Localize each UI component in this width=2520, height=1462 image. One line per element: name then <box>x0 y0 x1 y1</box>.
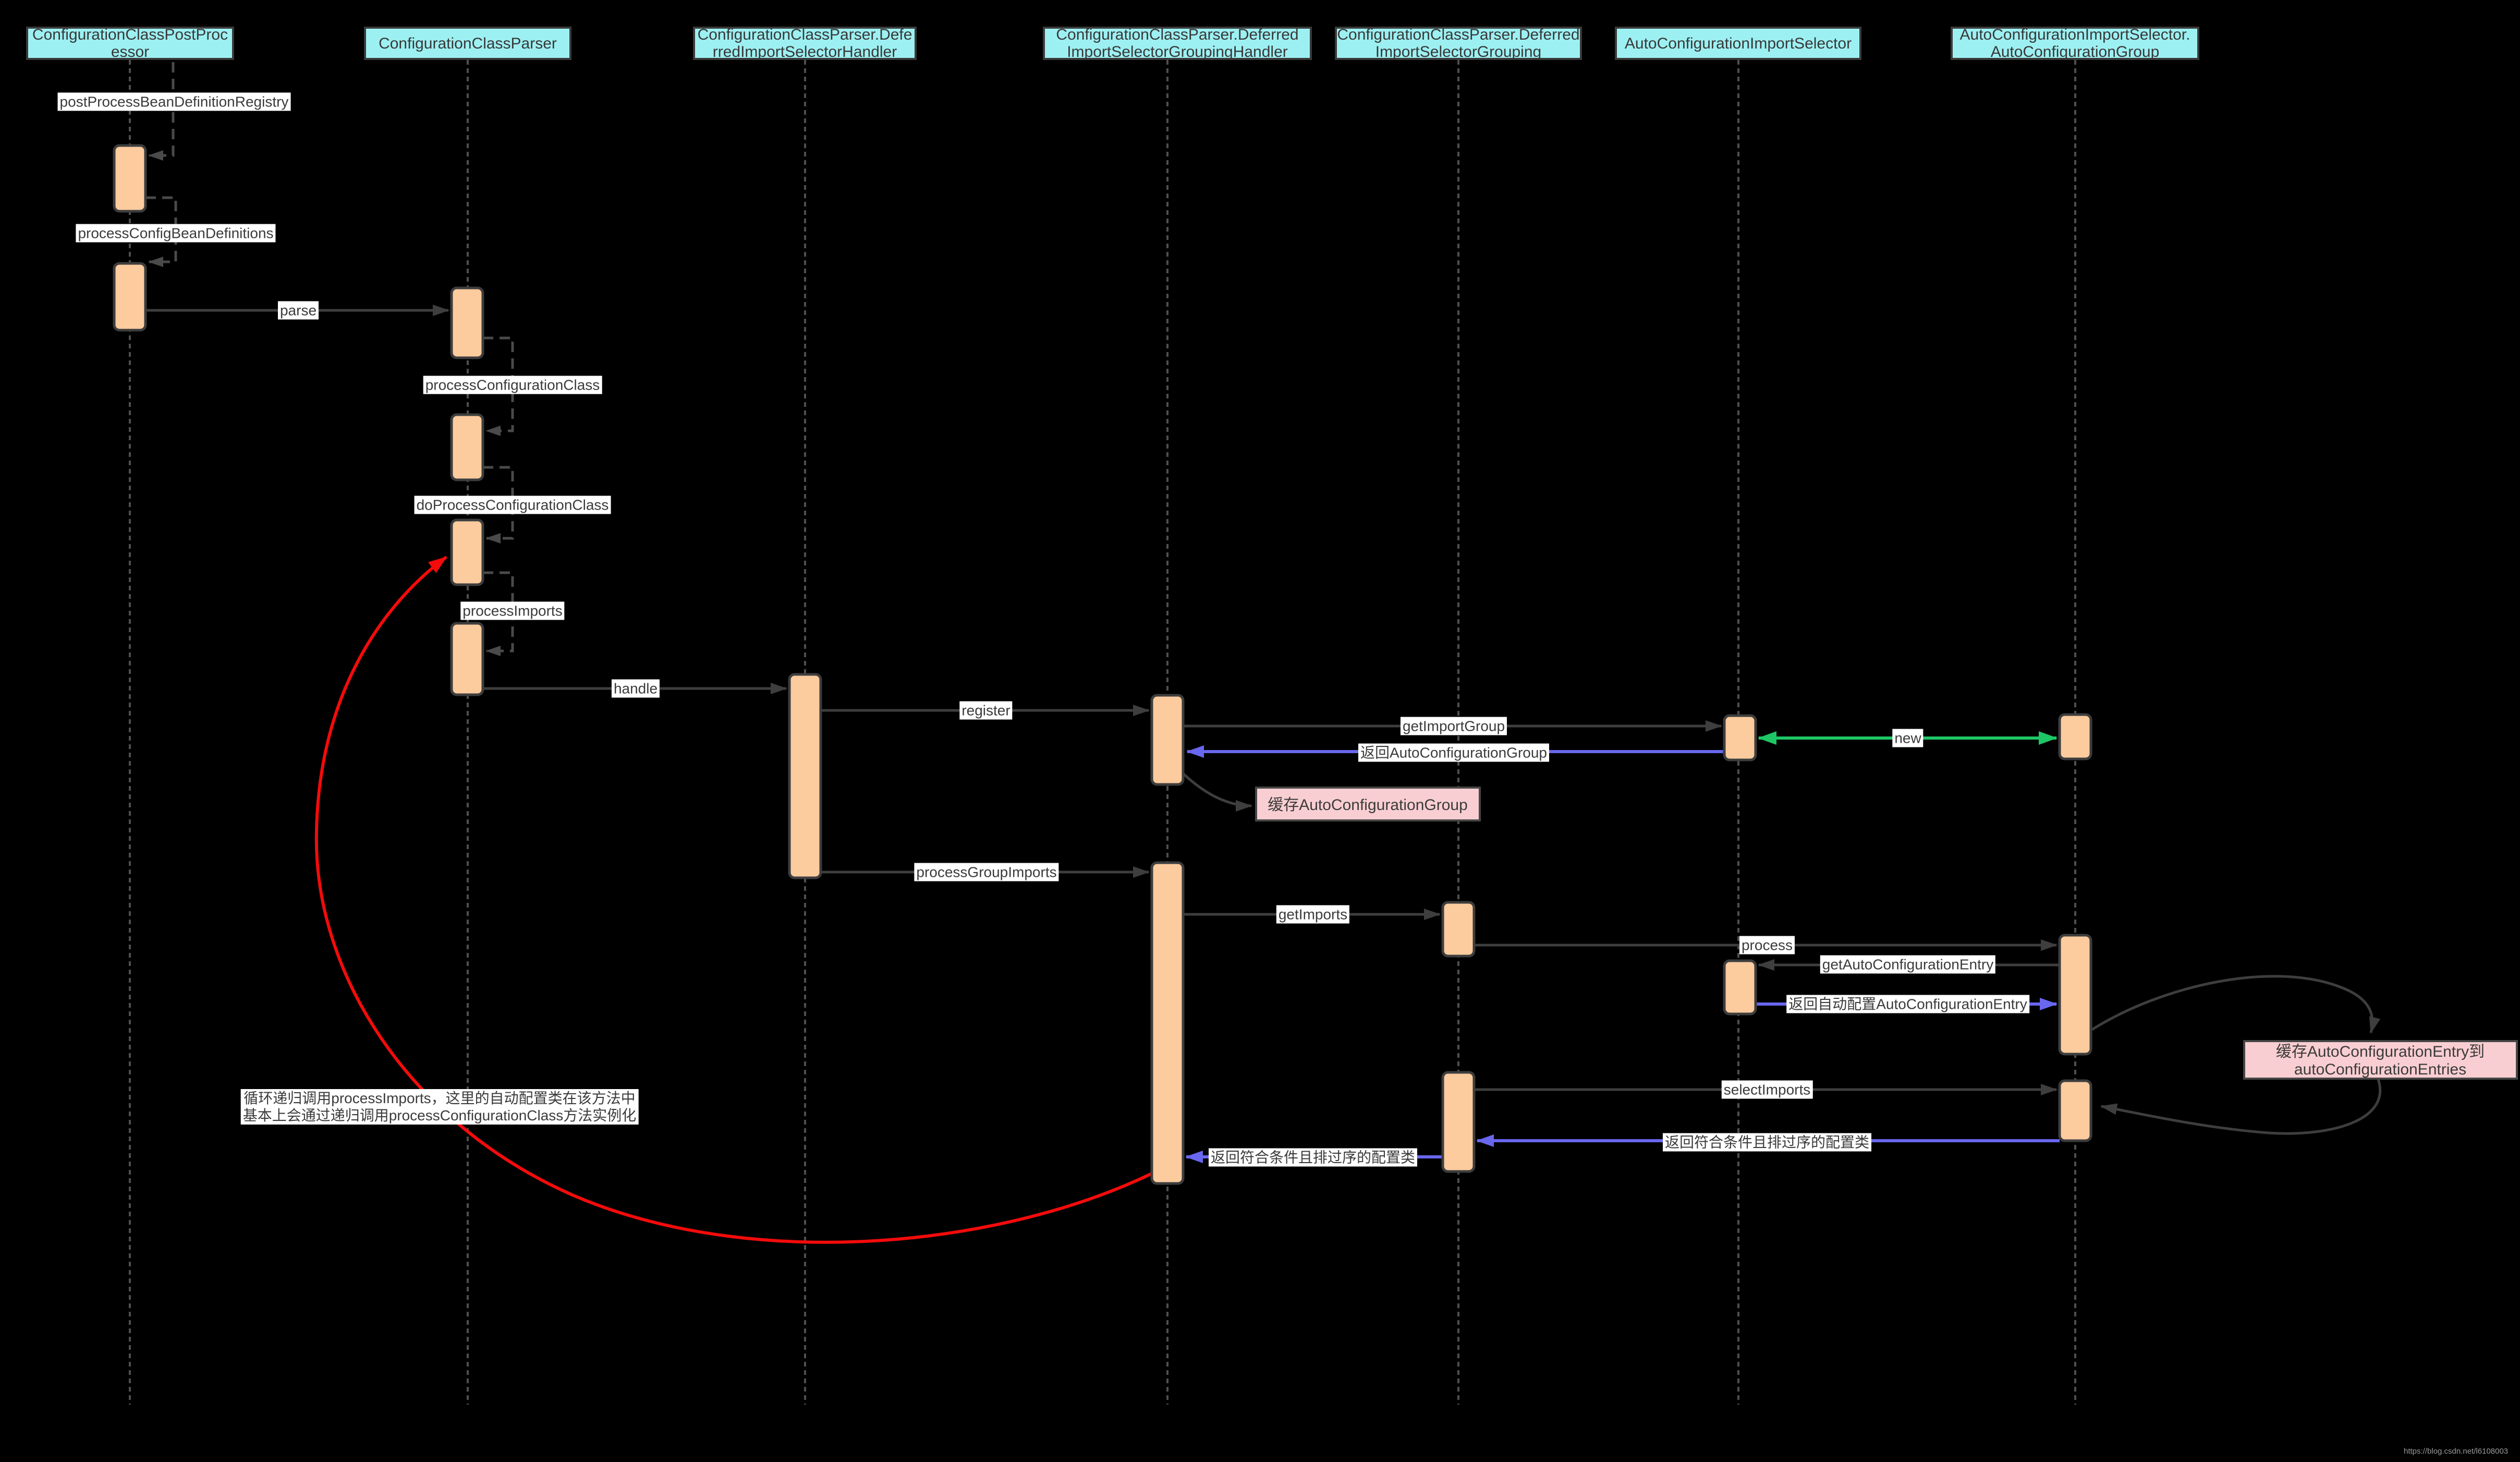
svg-text:缓存AutoConfigurationGroup: 缓存AutoConfigurationGroup <box>1268 796 1468 814</box>
svg-text:autoConfigurationEntries: autoConfigurationEntries <box>2294 1061 2466 1078</box>
svg-text:缓存AutoConfigurationEntry到: 缓存AutoConfigurationEntry到 <box>2276 1043 2485 1060</box>
